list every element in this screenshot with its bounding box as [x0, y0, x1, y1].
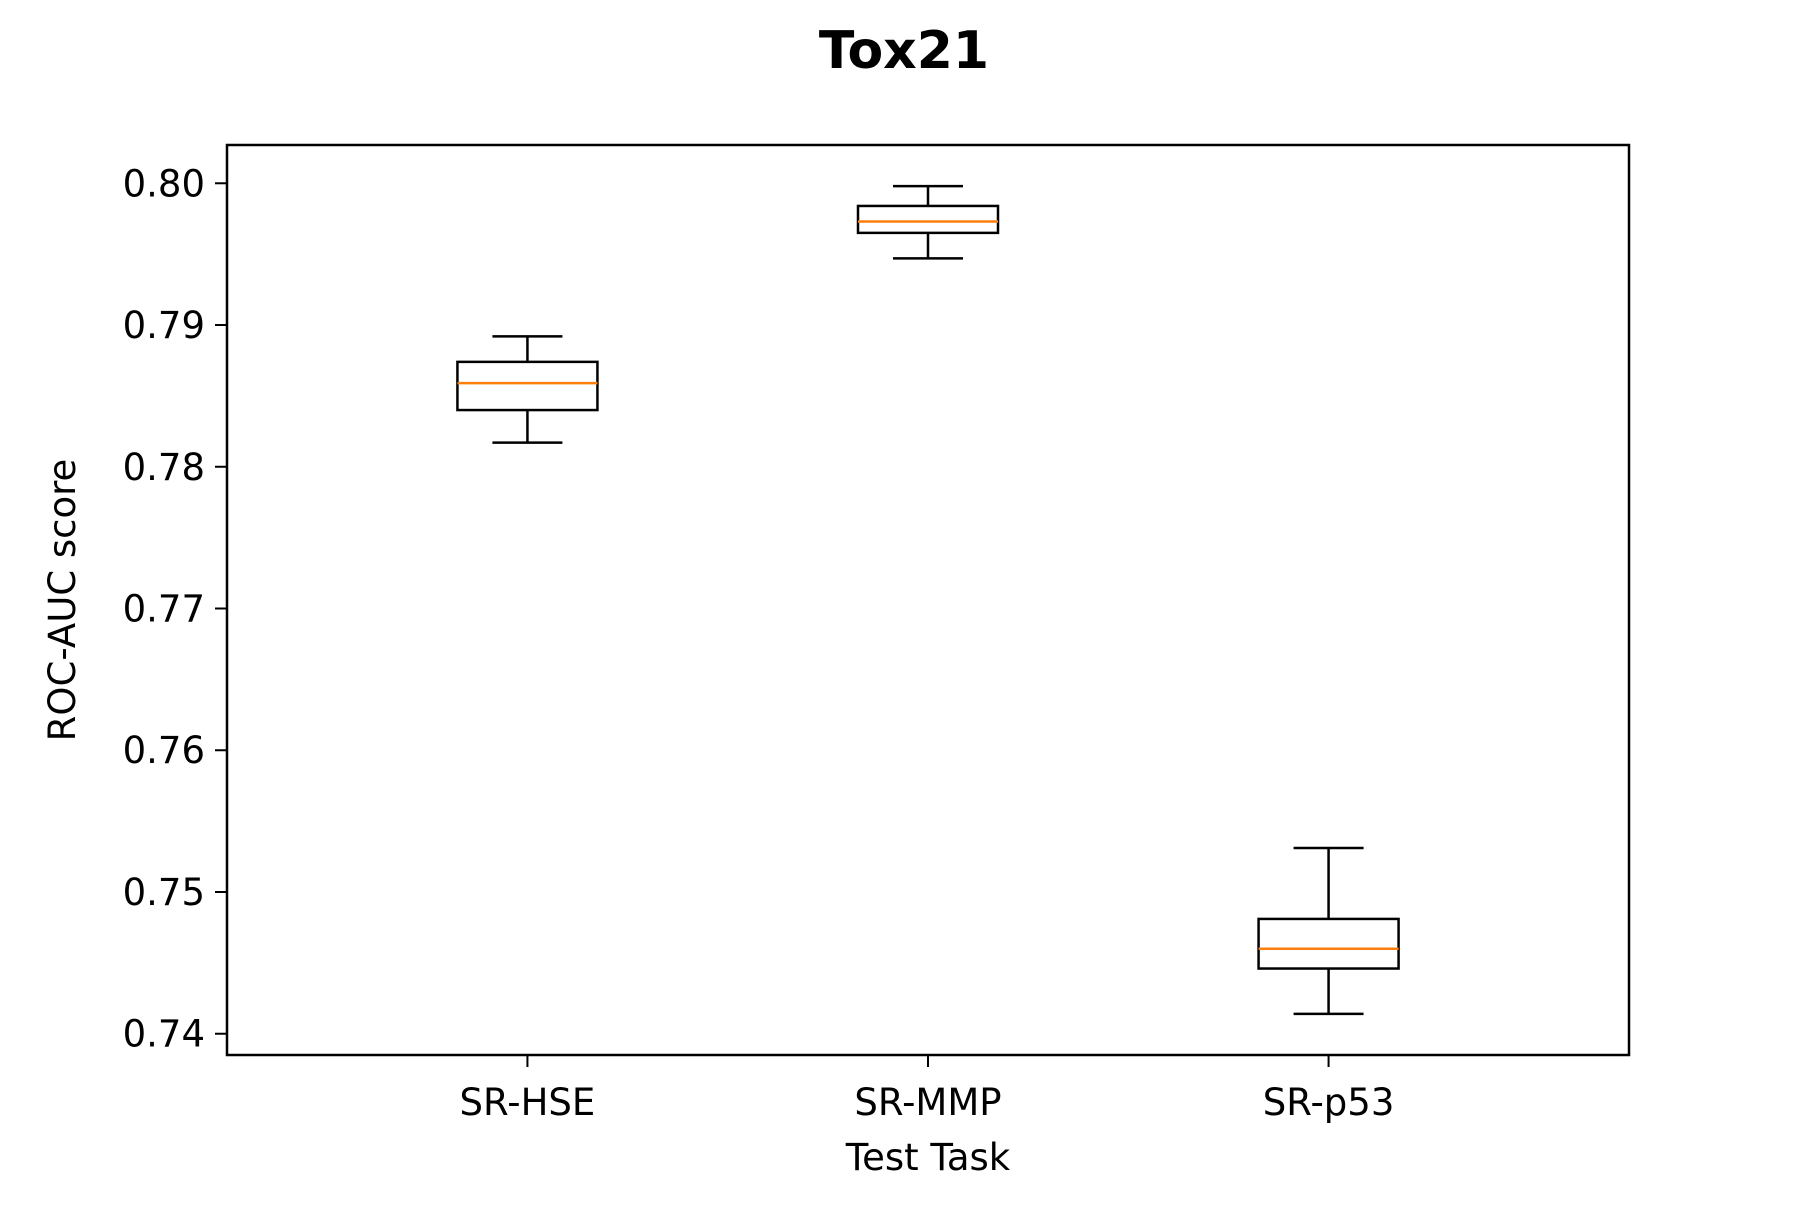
plot-frame	[225, 143, 1631, 1057]
y-tick-label: 0.77	[123, 588, 205, 631]
y-axis: 0.74 0.75 0.76 0.77 0.78 0.79 0.80	[123, 162, 227, 1056]
y-tick-label: 0.79	[123, 304, 205, 347]
x-tick-label: SR-p53	[1263, 1081, 1395, 1124]
y-tick-label: 0.80	[123, 162, 205, 205]
plot-area	[225, 143, 1631, 1057]
y-tick-label: 0.78	[123, 446, 205, 489]
y-tick-label: 0.74	[123, 1013, 205, 1056]
y-tick-label: 0.75	[123, 871, 205, 914]
box-iqr	[456, 360, 599, 412]
y-axis-label: ROC-AUC score	[41, 459, 84, 742]
box-iqr	[856, 204, 1000, 235]
x-tick-label: SR-HSE	[460, 1081, 596, 1124]
x-tick-label: SR-MMP	[854, 1081, 1001, 1124]
x-axis-label: Test Task	[845, 1136, 1011, 1179]
box-SR-MMP	[856, 184, 1000, 260]
x-axis: SR-HSE SR-MMP SR-p53	[460, 1055, 1395, 1124]
box-iqr	[1257, 917, 1400, 970]
y-tick-label: 0.76	[123, 729, 205, 772]
box-SR-p53	[1257, 846, 1400, 1016]
box-SR-HSE	[456, 335, 599, 444]
chart-title: Tox21	[819, 21, 989, 81]
